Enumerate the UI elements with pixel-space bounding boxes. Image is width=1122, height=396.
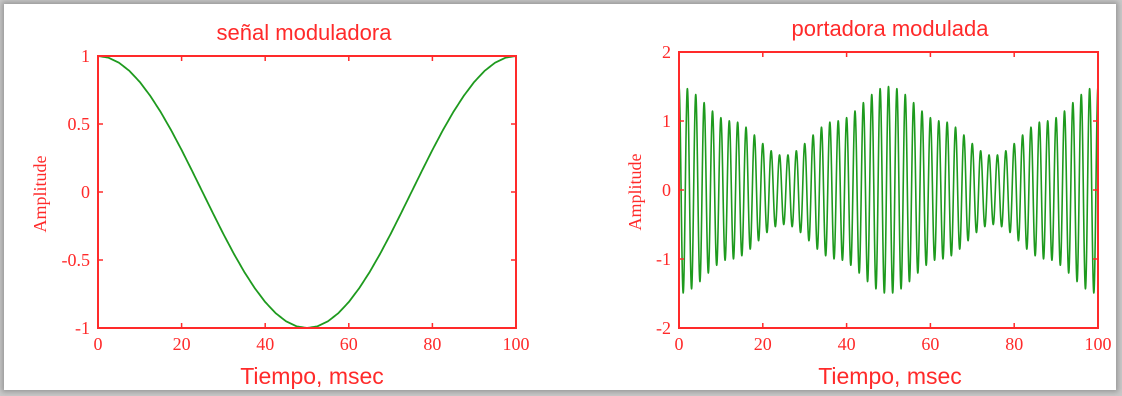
chart-1-y-tick-label: 0.5: [68, 114, 91, 134]
chart-1-x-tick-label: 0: [94, 334, 103, 354]
chart-2-x-tick-label: 40: [838, 334, 856, 354]
figure-frame: señal moduladora Tiempo, msec Amplitude …: [4, 4, 1116, 390]
chart-2-x-axis-label: Tiempo, msec: [818, 363, 962, 389]
chart-2-title: portadora modulada: [792, 16, 990, 41]
chart-modulating-signal: señal moduladora Tiempo, msec Amplitude …: [30, 20, 530, 389]
chart-1-x-tick-label: 80: [423, 334, 441, 354]
chart-1-x-tick-label: 60: [340, 334, 358, 354]
chart-1-x-tick-label: 20: [173, 334, 191, 354]
chart-1-series-line: [97, 55, 517, 329]
chart-2-y-tick-label: -1: [656, 249, 671, 269]
chart-1-y-tick-label: -0.5: [62, 250, 91, 270]
chart-1-y-tick-label: 1: [81, 46, 90, 66]
chart-2-x-tick-label: 80: [1005, 334, 1023, 354]
chart-1-x-tick-label: 40: [256, 334, 274, 354]
figure-canvas: señal moduladora Tiempo, msec Amplitude …: [30, 16, 1112, 389]
chart-1-y-tick-label: -1: [75, 318, 90, 338]
chart-2-y-tick-label: 0: [662, 180, 671, 200]
chart-1-x-tick-label: 100: [503, 334, 530, 354]
chart-1-title: señal moduladora: [217, 20, 393, 45]
chart-2-y-tick-label: -2: [656, 318, 671, 338]
chart-modulated-carrier: portadora modulada Tiempo, msec Amplitud…: [625, 16, 1112, 389]
chart-1-y-axis-label: Amplitude: [30, 155, 50, 232]
chart-2-x-tick-label: 60: [921, 334, 939, 354]
chart-1-y-tick-label: 0: [81, 182, 90, 202]
chart-2-x-tick-label: 0: [675, 334, 684, 354]
chart-2-y-axis-label: Amplitude: [625, 153, 645, 230]
chart-2-y-tick-label: 2: [662, 42, 671, 62]
chart-2-series-line: [678, 85, 1099, 294]
chart-1-x-axis-label: Tiempo, msec: [240, 363, 384, 389]
chart-1-axes-box: [97, 55, 517, 329]
chart-2-y-tick-label: 1: [662, 111, 671, 131]
chart-2-x-tick-label: 20: [754, 334, 772, 354]
chart-2-x-tick-label: 100: [1085, 334, 1112, 354]
